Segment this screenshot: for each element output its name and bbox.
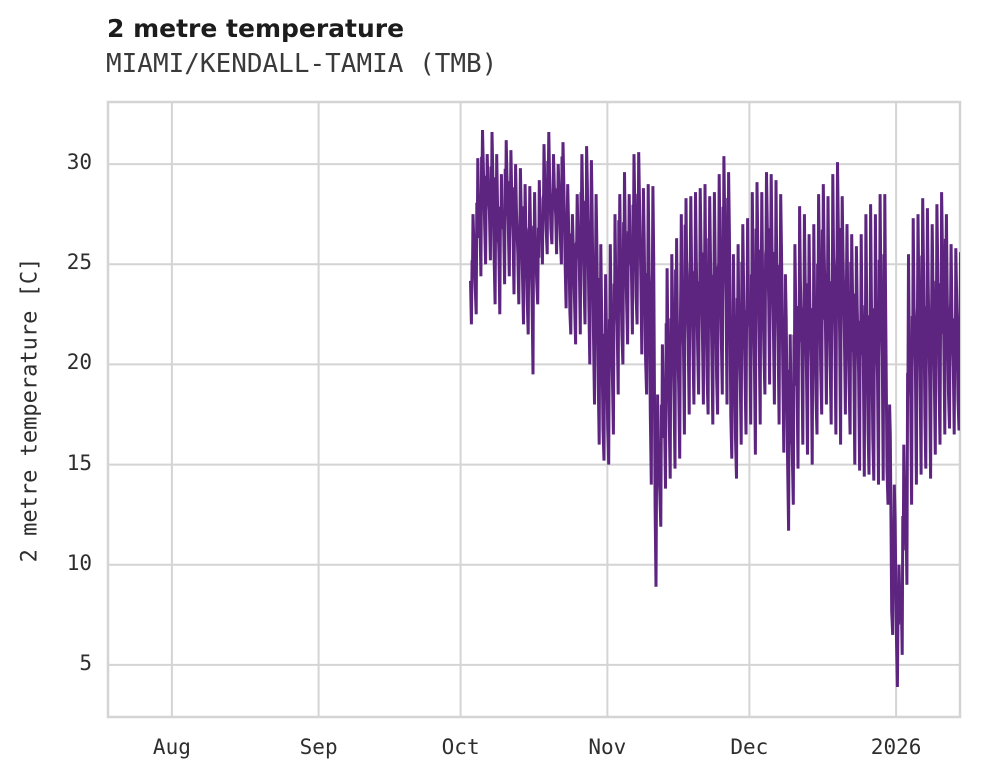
- y-tick-label: 5: [79, 650, 92, 675]
- x-tick-label: Oct: [441, 735, 480, 759]
- x-tick-label: Sep: [299, 735, 338, 759]
- chart-subtitle: MIAMI/KENDALL-TAMIA (TMB): [106, 49, 498, 79]
- y-tick-label: 10: [66, 550, 92, 575]
- y-tick-label: 20: [66, 350, 92, 375]
- chart-title: 2 metre temperature: [107, 14, 405, 43]
- temperature-line: [469, 129, 960, 688]
- y-tick-label: 15: [66, 450, 92, 475]
- x-tick-label: 2026: [870, 735, 922, 759]
- y-tick-label: 30: [66, 150, 92, 175]
- y-tick-label: 25: [66, 250, 92, 275]
- x-tick-label: Aug: [152, 735, 191, 759]
- x-tick-label: Nov: [588, 735, 627, 759]
- x-tick-label: Dec: [730, 735, 769, 759]
